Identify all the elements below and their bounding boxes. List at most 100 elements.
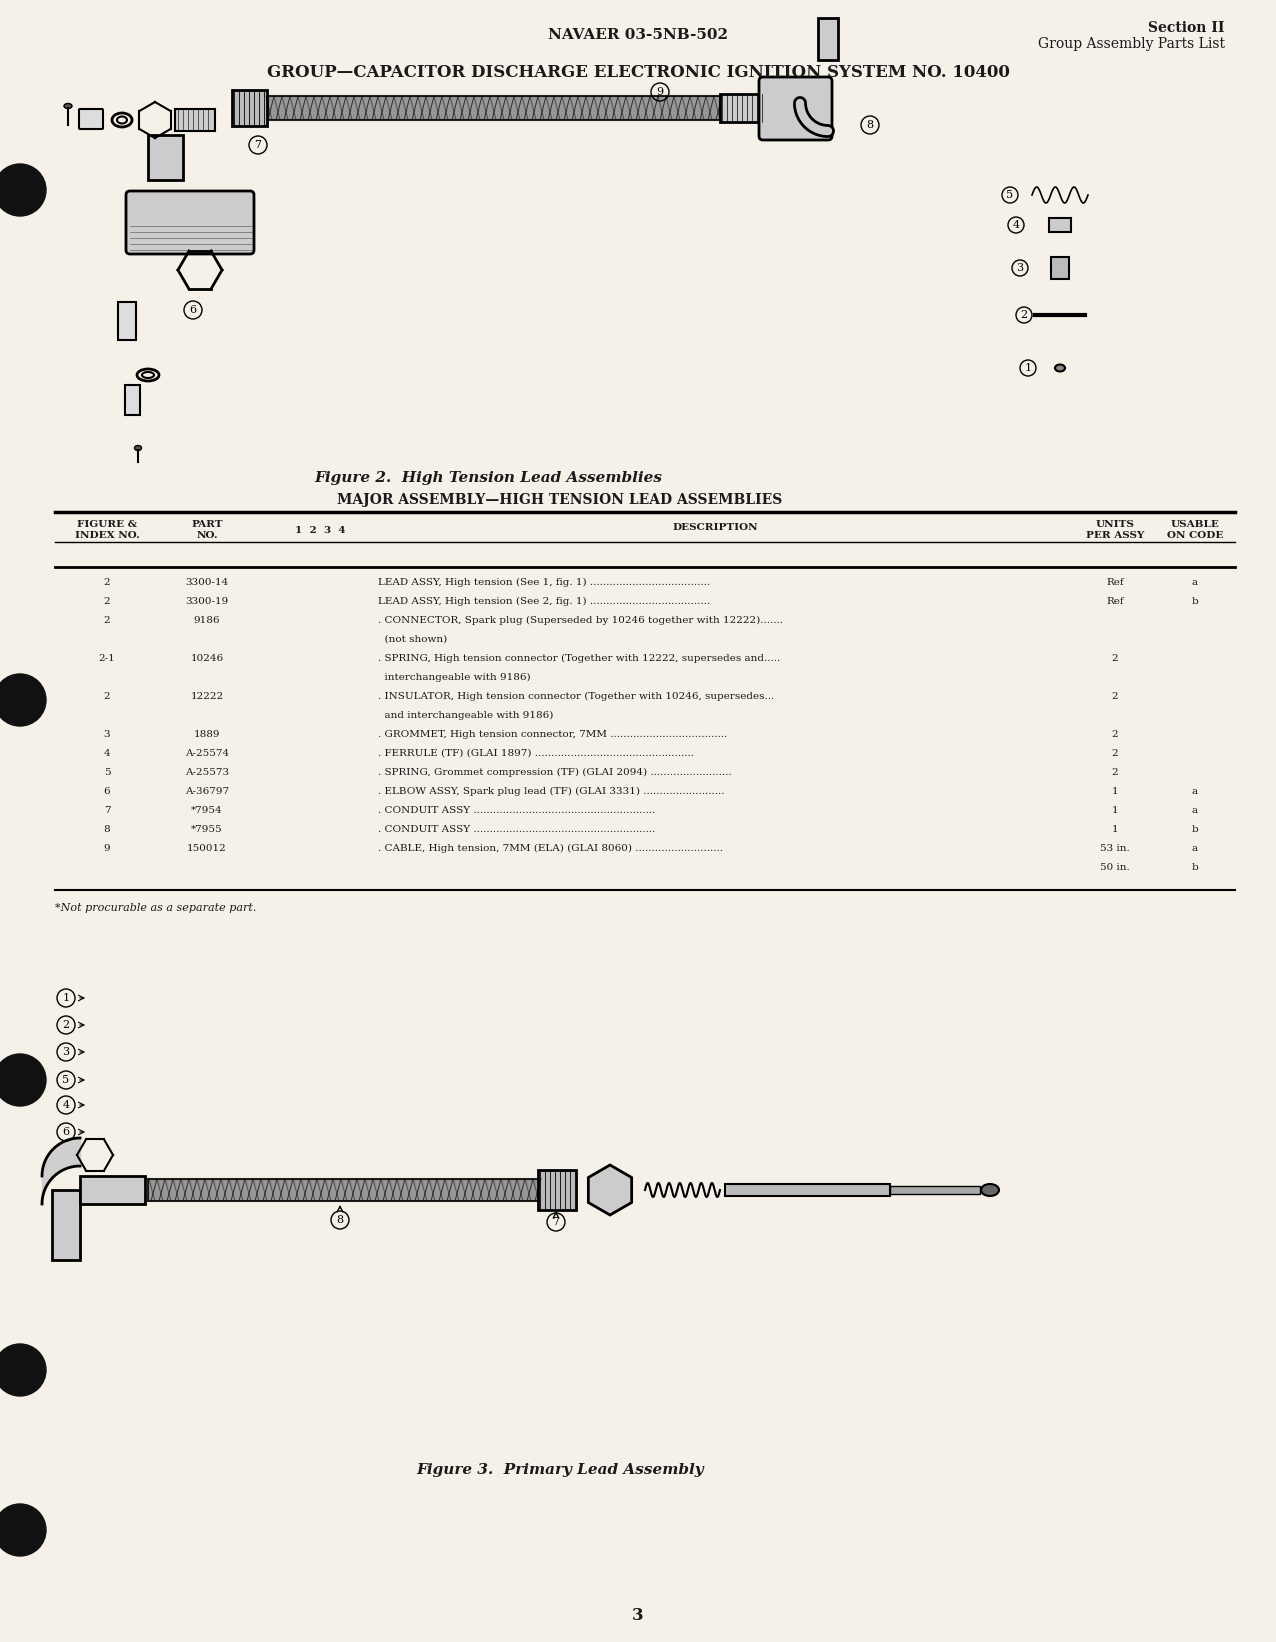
Text: . INSULATOR, High tension connector (Together with 10246, supersedes...: . INSULATOR, High tension connector (Tog… — [378, 691, 775, 701]
Text: Ref: Ref — [1106, 578, 1124, 586]
Text: a: a — [1192, 806, 1198, 814]
Text: 1: 1 — [63, 993, 70, 1003]
Circle shape — [0, 164, 46, 217]
Text: 9186: 9186 — [194, 616, 221, 624]
Text: 3300-19: 3300-19 — [185, 596, 228, 606]
Text: USABLE
ON CODE: USABLE ON CODE — [1166, 519, 1224, 540]
Text: 8: 8 — [866, 120, 874, 130]
Text: FIGURE &
INDEX NO.: FIGURE & INDEX NO. — [74, 519, 139, 540]
Text: A-25574: A-25574 — [185, 749, 230, 757]
Text: b: b — [1192, 862, 1198, 872]
Text: 2: 2 — [1021, 310, 1027, 320]
Text: 1  2  3  4: 1 2 3 4 — [295, 525, 346, 535]
Text: 2-1: 2-1 — [98, 654, 115, 662]
Text: Section II: Section II — [1148, 21, 1225, 34]
Bar — [818, 18, 838, 61]
Bar — [148, 135, 182, 181]
Bar — [720, 94, 766, 122]
Text: . GROMMET, High tension connector, 7MM ....................................: . GROMMET, High tension connector, 7MM .… — [378, 729, 727, 739]
Text: . ELBOW ASSY, Spark plug lead (TF) (GLAI 3331) .........................: . ELBOW ASSY, Spark plug lead (TF) (GLAI… — [378, 787, 725, 796]
Text: 1: 1 — [1111, 824, 1118, 834]
FancyBboxPatch shape — [759, 77, 832, 140]
Bar — [232, 90, 267, 126]
Text: 3300-14: 3300-14 — [185, 578, 228, 586]
Text: *7955: *7955 — [191, 824, 223, 834]
Text: LEAD ASSY, High tension (See 2, fig. 1) .....................................: LEAD ASSY, High tension (See 2, fig. 1) … — [378, 596, 711, 606]
Text: LEAD ASSY, High tension (See 1, fig. 1) .....................................: LEAD ASSY, High tension (See 1, fig. 1) … — [378, 578, 711, 586]
Text: 5: 5 — [1007, 190, 1013, 200]
Text: GROUP—CAPACITOR DISCHARGE ELECTRONIC IGNITION SYSTEM NO. 10400: GROUP—CAPACITOR DISCHARGE ELECTRONIC IGN… — [267, 64, 1009, 80]
Text: 2: 2 — [63, 1020, 70, 1030]
Text: 4: 4 — [1012, 220, 1020, 230]
Bar — [725, 1184, 889, 1195]
Text: 2: 2 — [1111, 749, 1118, 757]
Text: b: b — [1192, 596, 1198, 606]
Circle shape — [0, 673, 46, 726]
Text: Figure 2.  High Tension Lead Assemblies: Figure 2. High Tension Lead Assemblies — [314, 471, 662, 484]
Text: a: a — [1192, 578, 1198, 586]
FancyBboxPatch shape — [126, 190, 254, 255]
Text: 10246: 10246 — [190, 654, 223, 662]
Bar — [52, 1190, 80, 1259]
Text: 3: 3 — [63, 1048, 70, 1057]
Text: NAVAER 03-5NB-502: NAVAER 03-5NB-502 — [547, 28, 729, 43]
Bar — [148, 1179, 540, 1200]
Text: Group Assembly Parts List: Group Assembly Parts List — [1037, 38, 1225, 51]
Text: 1889: 1889 — [194, 729, 221, 739]
Text: Ref: Ref — [1106, 596, 1124, 606]
Text: (not shown): (not shown) — [378, 634, 448, 644]
Text: *Not procurable as a separate part.: *Not procurable as a separate part. — [55, 903, 256, 913]
Text: A-36797: A-36797 — [185, 787, 230, 795]
Ellipse shape — [1055, 365, 1065, 371]
Ellipse shape — [64, 103, 71, 108]
Text: Figure 3.  Primary Lead Assembly: Figure 3. Primary Lead Assembly — [416, 1463, 704, 1478]
Text: . CABLE, High tension, 7MM (ELA) (GLAI 8060) ...........................: . CABLE, High tension, 7MM (ELA) (GLAI 8… — [378, 844, 723, 852]
Text: . CONDUIT ASSY ........................................................: . CONDUIT ASSY .........................… — [378, 824, 656, 834]
FancyBboxPatch shape — [79, 108, 103, 130]
Text: 5: 5 — [63, 1076, 70, 1085]
Text: and interchangeable with 9186): and interchangeable with 9186) — [378, 711, 554, 719]
Circle shape — [0, 1504, 46, 1557]
Text: 8: 8 — [337, 1215, 343, 1225]
Text: DESCRIPTION: DESCRIPTION — [672, 522, 758, 532]
Text: 3: 3 — [1017, 263, 1023, 273]
Text: 7: 7 — [103, 806, 110, 814]
Text: a: a — [1192, 844, 1198, 852]
Text: . CONDUIT ASSY ........................................................: . CONDUIT ASSY .........................… — [378, 806, 656, 814]
Bar — [265, 95, 720, 120]
Text: 2: 2 — [1111, 691, 1118, 701]
Bar — [117, 302, 137, 340]
Text: . CONNECTOR, Spark plug (Superseded by 10246 together with 12222).......: . CONNECTOR, Spark plug (Superseded by 1… — [378, 616, 783, 624]
Text: 6: 6 — [103, 787, 110, 795]
Text: . SPRING, High tension connector (Together with 12222, supersedes and.....: . SPRING, High tension connector (Togeth… — [378, 654, 780, 663]
Ellipse shape — [981, 1184, 999, 1195]
Text: 2: 2 — [103, 596, 110, 606]
Text: interchangeable with 9186): interchangeable with 9186) — [378, 673, 531, 681]
Text: 2: 2 — [103, 578, 110, 586]
Text: UNITS
PER ASSY: UNITS PER ASSY — [1086, 519, 1145, 540]
Text: 2: 2 — [1111, 654, 1118, 662]
Text: . FERRULE (TF) (GLAI 1897) .................................................: . FERRULE (TF) (GLAI 1897) .............… — [378, 749, 694, 757]
Text: 4: 4 — [103, 749, 110, 757]
Text: PART
NO.: PART NO. — [191, 519, 223, 540]
Text: 4: 4 — [63, 1100, 70, 1110]
Text: 53 in.: 53 in. — [1100, 844, 1129, 852]
Text: 1: 1 — [1111, 806, 1118, 814]
Text: 6: 6 — [189, 305, 197, 315]
Text: 3: 3 — [632, 1606, 644, 1624]
Text: 9: 9 — [656, 87, 664, 97]
Text: 9: 9 — [103, 844, 110, 852]
Text: 6: 6 — [63, 1126, 70, 1136]
Text: MAJOR ASSEMBLY—HIGH TENSION LEAD ASSEMBLIES: MAJOR ASSEMBLY—HIGH TENSION LEAD ASSEMBL… — [337, 493, 782, 507]
Text: 7: 7 — [254, 140, 262, 149]
Ellipse shape — [134, 445, 142, 450]
Text: 3: 3 — [103, 729, 110, 739]
Text: 1: 1 — [1111, 787, 1118, 795]
Bar — [80, 1176, 145, 1204]
Bar — [175, 108, 214, 131]
Bar — [538, 1171, 575, 1210]
Bar — [125, 384, 140, 415]
Text: . SPRING, Grommet compression (TF) (GLAI 2094) .........................: . SPRING, Grommet compression (TF) (GLAI… — [378, 767, 731, 777]
Text: 50 in.: 50 in. — [1100, 862, 1129, 872]
Text: 8: 8 — [103, 824, 110, 834]
